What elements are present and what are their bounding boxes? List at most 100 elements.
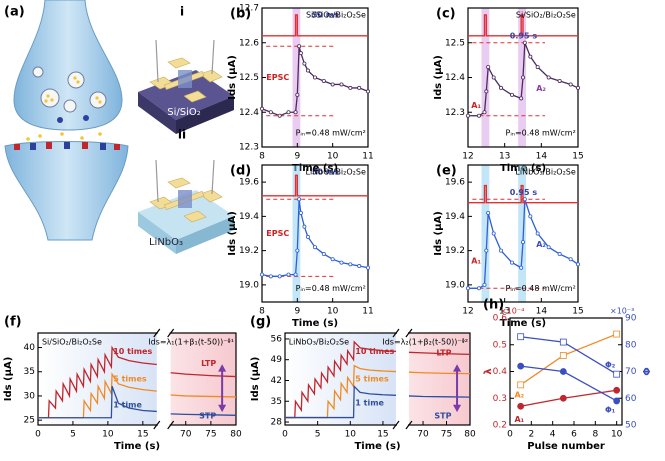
x-tick-label: 8 — [259, 307, 265, 317]
y-axis-title: Ids (μA) — [433, 211, 444, 256]
x-axis-title: Time (s) — [292, 163, 338, 174]
break-mark — [405, 420, 413, 430]
annotation: EPSC — [266, 73, 289, 82]
panel: 8 9 10 11 12.3 12.4 12.5 12.6 12.7(b) Time (s) Ids… — [227, 4, 374, 175]
annotation: Si/SiO₂/Bi₂O₂Se — [306, 10, 366, 19]
electrodes — [149, 57, 223, 103]
axis-break — [157, 331, 170, 427]
annotation: 0.95 s — [510, 188, 538, 197]
marker — [498, 85, 503, 90]
marker — [339, 82, 344, 87]
x-tick-label: 70 — [417, 430, 429, 440]
y-tick-label: 42 — [271, 376, 282, 386]
substrate-front — [176, 96, 234, 134]
series-line — [285, 364, 397, 419]
y2-axis-title: Φ — [640, 367, 651, 376]
y2-multiplier: ×10⁻³ — [610, 307, 634, 316]
series-line — [408, 371, 471, 375]
marker — [286, 272, 291, 277]
x-tick-label: 0 — [507, 430, 513, 440]
x-tick-label: 9 — [294, 307, 300, 317]
panel: 0 5 10 15 70 75 80 25 30 35 40 (f) Time (s) Ids (μA) 1… — [3, 315, 242, 453]
marker — [486, 65, 491, 70]
marker — [559, 368, 567, 375]
annotation: Si/SiO₂/Bi₂O₂Se — [42, 338, 102, 347]
break-mark — [153, 420, 161, 430]
marker — [486, 210, 491, 215]
series-label: 10 times — [113, 347, 152, 356]
y-axis-title: Ids (μA) — [3, 357, 14, 402]
annotation: A₁ — [471, 101, 481, 110]
probe — [211, 39, 215, 75]
y-tick-label: 12.5 — [445, 38, 465, 48]
marker — [568, 82, 573, 87]
marker — [305, 68, 310, 73]
y-tick-label: 0.3 — [493, 394, 507, 404]
y-tick-label: 19.4 — [239, 212, 259, 222]
ltp-background — [408, 333, 470, 425]
marker — [521, 75, 526, 80]
y-tick-label: 0.6 — [493, 314, 508, 324]
x-tick-label: 9 — [294, 152, 300, 162]
stimulus-band — [292, 165, 301, 302]
panel: 12 13 14 15 19.0 19.2 19.4 19.6(e) Time (s) Ids (… — [433, 164, 584, 330]
plot-frame — [284, 332, 471, 426]
marker — [286, 110, 291, 115]
annotation: 50 ms — [312, 10, 339, 19]
series-line — [520, 333, 617, 386]
marker — [576, 262, 581, 267]
y-tick-label: 19.2 — [239, 246, 259, 256]
annotation: STP — [434, 411, 451, 420]
receptors — [14, 142, 120, 150]
marker — [517, 362, 525, 370]
marker — [259, 106, 264, 111]
panel-label: (b) — [230, 7, 251, 22]
series-line — [170, 413, 237, 416]
marker — [339, 260, 344, 265]
y-tick-label: 25 — [24, 416, 35, 426]
marker — [268, 274, 273, 279]
annotation: LiNbO₃/Bi₂O₂Se — [515, 167, 575, 176]
y-tick-label: 12.3 — [239, 143, 259, 153]
y-tick-label: 19.6 — [445, 178, 465, 188]
annotation: LiNbO₃/Bi₂O₂Se — [306, 167, 366, 176]
x-tick-label: 12 — [462, 152, 473, 162]
series-label: A₁ — [514, 415, 524, 424]
marker — [298, 51, 303, 56]
y-tick-label: 12.7 — [239, 4, 259, 14]
marker — [295, 248, 300, 253]
series-line — [170, 372, 237, 378]
y-tick-label: 12.4 — [445, 73, 465, 83]
marker — [559, 338, 567, 346]
y-tick-label: 19.0 — [445, 280, 465, 290]
x-tick-label: 11 — [362, 152, 373, 162]
marker — [312, 75, 317, 80]
series-line — [262, 14, 368, 37]
stimulus-band — [292, 8, 301, 147]
annotation: LTP — [201, 359, 216, 368]
marker — [277, 113, 282, 118]
y2-tick-label: 90 — [625, 314, 637, 324]
x-tick-label: 0 — [35, 430, 41, 440]
y-tick-label: 30 — [24, 391, 36, 401]
x-tick-label: 15 — [377, 430, 388, 440]
annotation: STP — [199, 411, 216, 420]
series-line — [170, 394, 237, 398]
ltp-background — [170, 333, 236, 425]
substrate-front — [176, 216, 234, 254]
y2-tick-label: 70 — [625, 367, 637, 377]
break-mark — [405, 328, 413, 338]
y-tick-label: 0.4 — [493, 367, 508, 377]
x-tick-label: 75 — [205, 430, 216, 440]
x-tick-label: 14 — [536, 152, 548, 162]
x-tick-label: 13 — [499, 152, 510, 162]
x-tick-label: 5 — [315, 430, 321, 440]
panel-label: (c) — [436, 7, 456, 22]
y-tick-label: 19.4 — [445, 212, 465, 222]
probe — [155, 39, 159, 83]
marker — [484, 248, 489, 253]
break-mark — [392, 328, 400, 338]
x-tick-label: 2 — [528, 430, 534, 440]
x-tick-label: 80 — [464, 430, 476, 440]
